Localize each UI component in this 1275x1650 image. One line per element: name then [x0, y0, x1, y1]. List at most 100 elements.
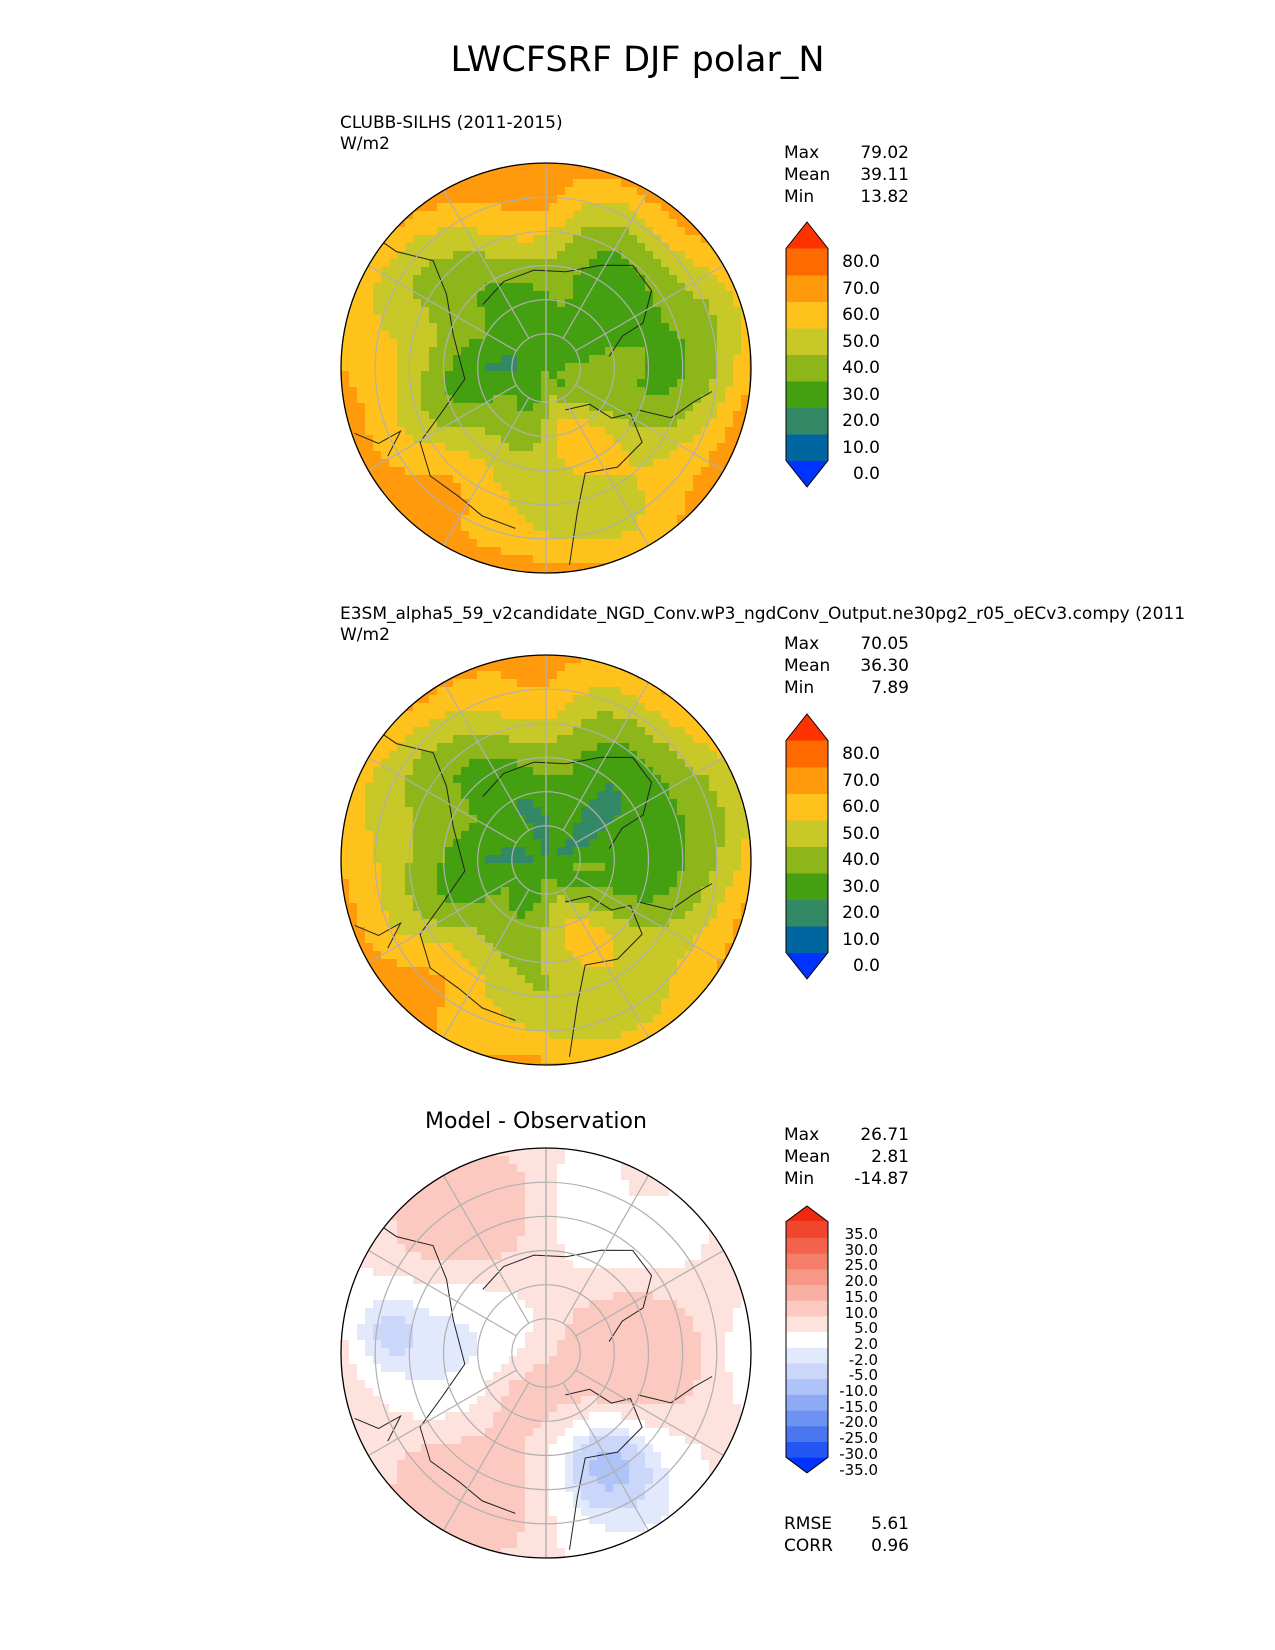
map-boundary	[340, 1147, 752, 1559]
panel1-polar-map	[340, 162, 752, 574]
colorbar-tick-label: -10.0	[839, 1382, 878, 1400]
colorbar-segment	[786, 1284, 828, 1301]
panel1-mean-label: Mean	[784, 165, 831, 185]
colorbar-segment	[786, 820, 828, 847]
panel2-max-value: 70.05	[860, 634, 909, 654]
colorbar-tick-label: 5.0	[854, 1319, 878, 1338]
colorbar-extend-min	[786, 460, 828, 487]
panel1-max-value: 79.02	[860, 143, 909, 163]
colorbar-tick-label: -15.0	[839, 1397, 878, 1416]
colorbar-segment	[786, 873, 828, 900]
panel1-units: W/m2	[340, 134, 390, 154]
panel3-polar-map	[340, 1147, 752, 1559]
panel2-polar-map	[340, 654, 752, 1066]
colorbar-segment	[786, 767, 828, 794]
coastline	[354, 229, 713, 565]
colorbar-tick-label: 30.0	[842, 876, 880, 897]
colorbar-segment	[786, 1378, 828, 1395]
colorbar-segment	[786, 381, 828, 408]
colorbar-segment	[786, 846, 828, 874]
colorbar-extend-min	[786, 952, 828, 979]
colorbar-tick-label: 20.0	[842, 411, 880, 431]
colorbar-tick-label: -5.0	[848, 1366, 878, 1385]
panel3-min-label: Min	[784, 1169, 815, 1189]
colorbar-segment	[786, 407, 828, 435]
panel2-mean-label: Mean	[784, 656, 831, 676]
colorbar-segment	[786, 248, 828, 276]
colorbar-tick-label: 50.0	[842, 823, 880, 844]
panel1-max-label: Max	[784, 143, 820, 163]
coastline	[354, 721, 713, 1057]
colorbar-segment	[786, 1315, 828, 1333]
colorbar-tick-label: -25.0	[839, 1429, 878, 1448]
map-boundary	[340, 162, 752, 574]
colorbar-segment	[786, 1394, 828, 1411]
colorbar-segment	[786, 1221, 828, 1238]
colorbar-tick-label: 2.0	[854, 1334, 878, 1353]
colorbar-tick-label: 50.0	[842, 331, 880, 352]
colorbar-tick-label: 60.0	[842, 305, 880, 325]
colorbar-tick-label: 30.0	[844, 1240, 878, 1259]
map-boundary	[340, 654, 752, 1066]
panel2-units: W/m2	[340, 625, 390, 645]
panel2-title: E3SM_alpha5_59_v2candidate_NGD_Conv.wP3_…	[340, 604, 1186, 624]
colorbar-segment	[786, 434, 828, 461]
panel1-min-label: Min	[784, 187, 815, 207]
colorbar-tick-label: 80.0	[842, 744, 880, 764]
panel3-max-label: Max	[784, 1125, 820, 1145]
corr-label: CORR	[784, 1536, 833, 1556]
colorbar-segment	[786, 926, 828, 953]
colorbar-extend-max	[786, 222, 828, 249]
figure-title: LWCFSRF DJF polar_N	[450, 40, 825, 80]
colorbar-segment	[786, 740, 828, 768]
colorbar-segment	[786, 1410, 828, 1427]
panel3-colorbar	[785, 1205, 829, 1474]
graticule	[368, 1148, 724, 1558]
panel2-min-value: 7.89	[871, 678, 909, 698]
colorbar-segment	[786, 1363, 828, 1380]
panel3-max-value: 26.71	[860, 1125, 909, 1145]
rmse-value: 5.61	[871, 1514, 909, 1534]
panel2-mean-value: 36.30	[860, 656, 909, 676]
colorbar-tick-label: 0.0	[852, 956, 880, 976]
colorbar-tick-label: 10.0	[842, 437, 880, 458]
colorbar-segment	[786, 1347, 828, 1364]
panel2-colorbar	[785, 713, 829, 980]
colorbar-tick-label: -35.0	[839, 1460, 878, 1479]
corr-value: 0.96	[871, 1536, 909, 1556]
colorbar-tick-label: -20.0	[839, 1413, 878, 1432]
colorbar-tick-label: 70.0	[842, 770, 880, 791]
colorbar-tick-label: -2.0	[848, 1350, 878, 1369]
colorbar-tick-label: 35.0	[844, 1225, 878, 1243]
colorbar-segment	[786, 793, 828, 821]
colorbar-extend-max	[786, 1206, 828, 1222]
colorbar-segment	[786, 1441, 828, 1458]
colorbar-segment	[786, 1253, 828, 1270]
graticule	[368, 655, 724, 1065]
panel1-mean-value: 39.11	[860, 165, 909, 185]
colorbar-tick-label: 20.0	[844, 1272, 878, 1291]
colorbar-extend-max	[786, 714, 828, 741]
colorbar-segment	[786, 1331, 828, 1348]
panel1-min-value: 13.82	[860, 187, 909, 207]
colorbar-segment	[786, 275, 828, 302]
colorbar-segment	[786, 354, 828, 382]
colorbar-tick-label: 10.0	[842, 929, 880, 950]
rmse-label: RMSE	[784, 1514, 833, 1534]
panel3-mean-label: Mean	[784, 1147, 831, 1167]
colorbar-segment	[786, 328, 828, 355]
panel1-title: CLUBB-SILHS (2011-2015)	[340, 113, 563, 133]
colorbar-segment	[786, 899, 828, 927]
panel3-min-value: -14.87	[854, 1169, 909, 1189]
colorbar-tick-label: 40.0	[842, 358, 880, 378]
colorbar-tick-label: 40.0	[842, 850, 880, 870]
coastline	[354, 1214, 713, 1550]
colorbar-tick-label: 0.0	[852, 464, 880, 484]
panel1-colorbar	[785, 221, 829, 488]
colorbar-tick-label: 30.0	[842, 384, 880, 405]
panel2-min-label: Min	[784, 678, 815, 698]
colorbar-tick-label: 60.0	[842, 797, 880, 817]
graticule	[368, 163, 724, 573]
colorbar-tick-label: -30.0	[839, 1444, 878, 1463]
